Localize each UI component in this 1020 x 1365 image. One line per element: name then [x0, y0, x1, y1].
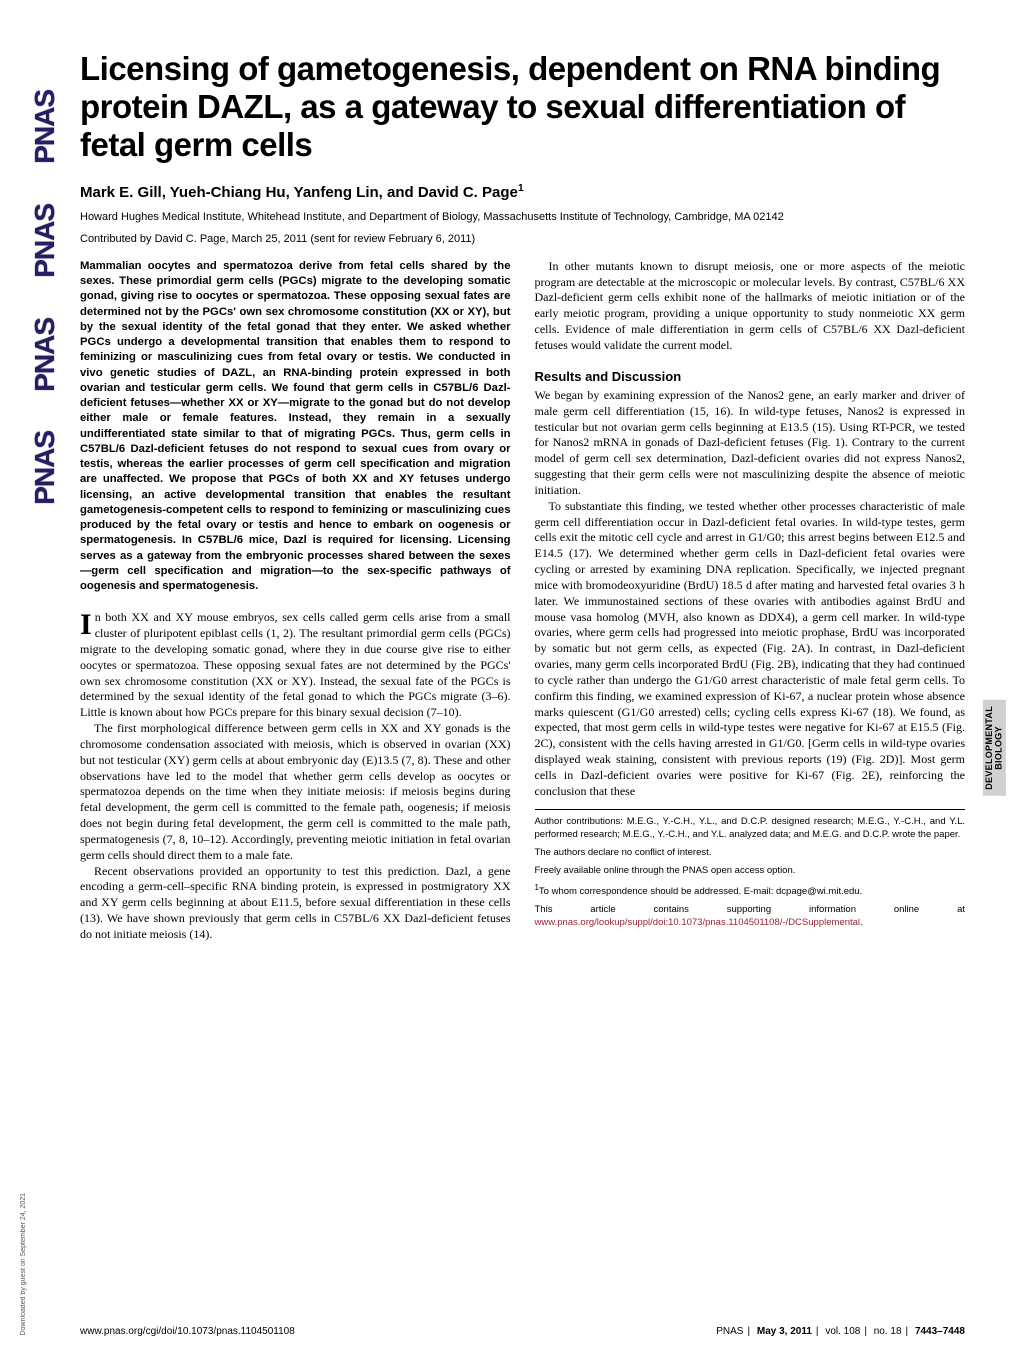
stripe-text: PNAS	[29, 90, 61, 164]
paragraph: We began by examining expression of the …	[535, 388, 966, 499]
paragraph: In other mutants known to disrupt meiosi…	[535, 259, 966, 354]
article-body: Mammalian oocytes and spermatozoa derive…	[80, 259, 965, 943]
footnotes: Author contributions: M.E.G., Y.-C.H., Y…	[535, 809, 966, 929]
supplemental-link[interactable]: www.pnas.org/lookup/suppl/doi:10.1073/pn…	[535, 917, 861, 928]
section-category-label: DEVELOPMENTAL BIOLOGY	[983, 700, 1006, 796]
footnote-contributions: Author contributions: M.E.G., Y.-C.H., Y…	[535, 816, 966, 842]
footnote-correspondence: 1To whom correspondence should be addres…	[535, 883, 966, 899]
footnote-open-access: Freely available online through the PNAS…	[535, 865, 966, 878]
author-sup: 1	[518, 182, 524, 194]
stripe-text: PNAS	[29, 204, 61, 278]
footer-doi: www.pnas.org/cgi/doi/10.1073/pnas.110450…	[80, 1326, 295, 1337]
paragraph-intro: In both XX and XY mouse embryos, sex cel…	[80, 610, 511, 721]
paragraph: To substantiate this finding, we tested …	[535, 499, 966, 800]
article-title: Licensing of gametogenesis, dependent on…	[80, 50, 965, 164]
dropcap: I	[80, 610, 95, 638]
footnote-coi: The authors declare no conflict of inter…	[535, 847, 966, 860]
download-note: Downloaded by guest on September 24, 202…	[20, 1193, 27, 1335]
paragraph: The first morphological difference betwe…	[80, 721, 511, 863]
stripe-text: PNAS	[29, 431, 61, 505]
footer-citation: PNAS| May 3, 2011| vol. 108| no. 18| 744…	[716, 1326, 965, 1337]
p1-text: n both XX and XY mouse embryos, sex cell…	[80, 610, 511, 719]
abstract: Mammalian oocytes and spermatozoa derive…	[80, 259, 511, 595]
journal-stripe: PNAS PNAS PNAS PNAS	[25, 90, 65, 1190]
section-heading: Results and Discussion	[535, 368, 966, 385]
footnote-supplemental: This article contains supporting informa…	[535, 904, 966, 930]
stripe-text: PNAS	[29, 318, 61, 392]
paragraph: Recent observations provided an opportun…	[80, 864, 511, 943]
authors-names: Mark E. Gill, Yueh-Chiang Hu, Yanfeng Li…	[80, 184, 518, 201]
side-label-line2: BIOLOGY	[994, 726, 1004, 770]
page-footer: www.pnas.org/cgi/doi/10.1073/pnas.110450…	[80, 1326, 965, 1337]
affiliation: Howard Hughes Medical Institute, Whitehe…	[80, 211, 965, 223]
contributed-line: Contributed by David C. Page, March 25, …	[80, 233, 965, 245]
authors-line: Mark E. Gill, Yueh-Chiang Hu, Yanfeng Li…	[80, 182, 965, 201]
